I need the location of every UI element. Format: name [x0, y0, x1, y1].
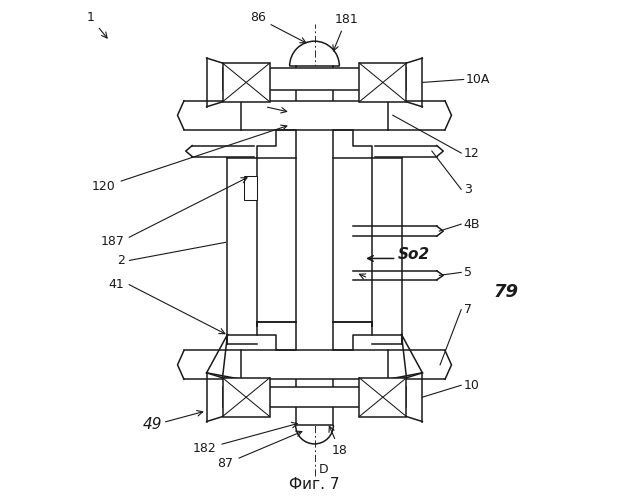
- Text: 10: 10: [464, 378, 479, 392]
- Text: 4B: 4B: [464, 218, 480, 230]
- Text: 181: 181: [333, 13, 358, 51]
- Text: 86: 86: [250, 12, 306, 43]
- Bar: [223, 63, 270, 102]
- Text: 1: 1: [87, 12, 107, 38]
- Text: So2: So2: [398, 248, 430, 262]
- Text: D: D: [318, 464, 328, 476]
- Bar: [359, 63, 406, 102]
- Text: 7: 7: [464, 303, 472, 316]
- Text: 49: 49: [143, 416, 162, 432]
- Bar: [359, 378, 406, 416]
- Text: 3: 3: [464, 183, 472, 196]
- Text: 187: 187: [101, 234, 125, 248]
- Text: 12: 12: [464, 146, 479, 160]
- Bar: [245, 176, 257, 200]
- Bar: [223, 378, 270, 416]
- Text: 2: 2: [117, 254, 125, 268]
- Text: 10A: 10A: [466, 73, 491, 86]
- Bar: [241, 101, 388, 130]
- Bar: [241, 350, 388, 380]
- Text: 5: 5: [464, 266, 472, 279]
- Text: 18: 18: [329, 426, 348, 457]
- Text: 120: 120: [92, 125, 287, 194]
- Bar: [223, 386, 406, 406]
- Text: 41: 41: [109, 278, 125, 291]
- Text: 79: 79: [494, 284, 518, 302]
- Bar: [223, 68, 406, 90]
- Text: 87: 87: [218, 431, 302, 470]
- Text: Фиг. 7: Фиг. 7: [289, 477, 340, 492]
- Bar: [296, 66, 333, 425]
- Text: 182: 182: [192, 422, 298, 456]
